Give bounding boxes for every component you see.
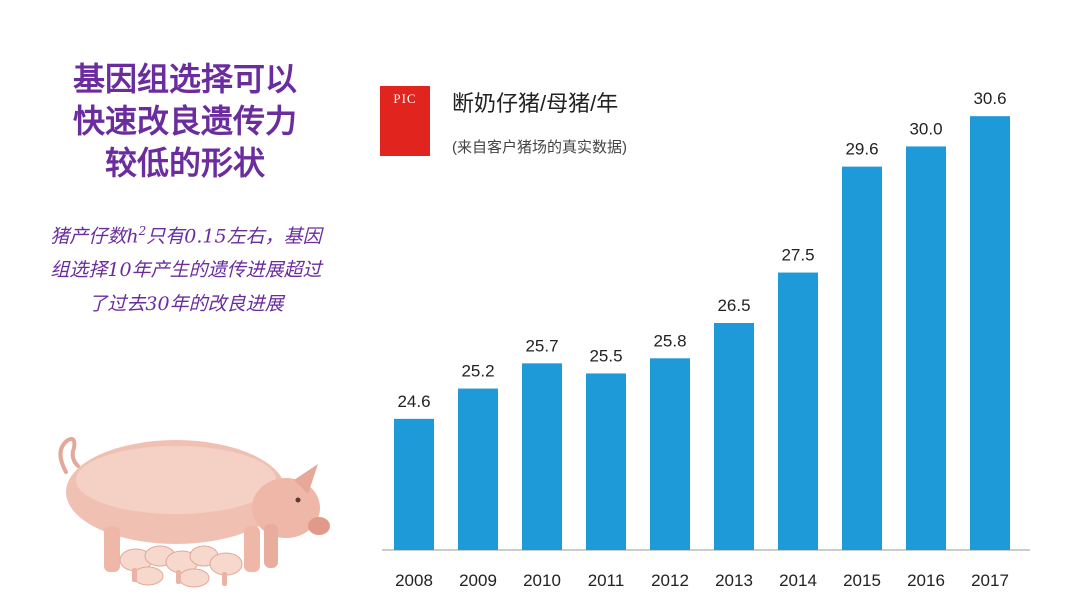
x-tick-label-2016: 2016 <box>907 571 945 590</box>
bar-2014 <box>778 272 818 550</box>
value-label-2017: 30.6 <box>973 89 1006 108</box>
bar-2012 <box>650 358 690 550</box>
x-tick-label-2013: 2013 <box>715 571 753 590</box>
x-tick-label-2008: 2008 <box>395 571 433 590</box>
bar-2008 <box>394 418 434 550</box>
sow-with-piglets-illustration <box>58 437 330 588</box>
x-tick-label-2009: 2009 <box>459 571 497 590</box>
x-tick-label-2012: 2012 <box>651 571 689 590</box>
x-tick-label-2014: 2014 <box>779 571 817 590</box>
headline-line-1: 基因组选择可以 <box>72 60 297 98</box>
value-label-2011: 25.5 <box>589 346 622 365</box>
pic-logo: PIC <box>380 86 430 156</box>
value-label-2009: 25.2 <box>461 362 494 381</box>
chart-subtitle: (来自客户猪场的真实数据) <box>452 139 627 156</box>
value-label-2016: 30.0 <box>909 119 942 138</box>
value-label-2010: 25.7 <box>525 336 558 355</box>
value-label-2012: 25.8 <box>653 331 686 350</box>
value-label-2013: 26.5 <box>717 296 750 315</box>
value-label-2014: 27.5 <box>781 246 814 265</box>
bar-2009 <box>458 388 498 550</box>
value-label-2015: 29.6 <box>845 140 878 159</box>
bar-2016 <box>906 146 946 550</box>
heritability-note: 猪产仔数h2只有0.15左右，基因组选择10年产生的遗传进展超过了过去30年的改… <box>46 214 326 321</box>
bar-2011 <box>586 373 626 550</box>
value-label-2008: 24.6 <box>397 392 430 411</box>
x-tick-label-2010: 2010 <box>523 571 561 590</box>
headline-line-3: 较低的形状 <box>104 144 265 182</box>
x-tick-label-2017: 2017 <box>971 571 1009 590</box>
note-superscript: 2 <box>138 224 147 238</box>
chart-title: 断奶仔猪/母猪/年 <box>452 91 619 116</box>
bar-2013 <box>714 323 754 550</box>
headline: 基因组选择可以 快速改良遗传力 较低的形状 <box>40 58 330 184</box>
headline-line-2: 快速改良遗传力 <box>72 102 297 140</box>
bar-2017 <box>970 116 1010 550</box>
note-text-1: 猪产仔数h <box>50 225 139 248</box>
x-tick-label-2011: 2011 <box>588 571 625 590</box>
x-tick-label-2015: 2015 <box>843 571 881 590</box>
bar-2015 <box>842 166 882 550</box>
pic-logo-text: PIC <box>393 91 417 106</box>
bar-2010 <box>522 363 562 550</box>
note-text-2: 只有0.15左右，基因组选择10年产生的遗传进展超过了过去30年的改良进展 <box>50 225 322 316</box>
